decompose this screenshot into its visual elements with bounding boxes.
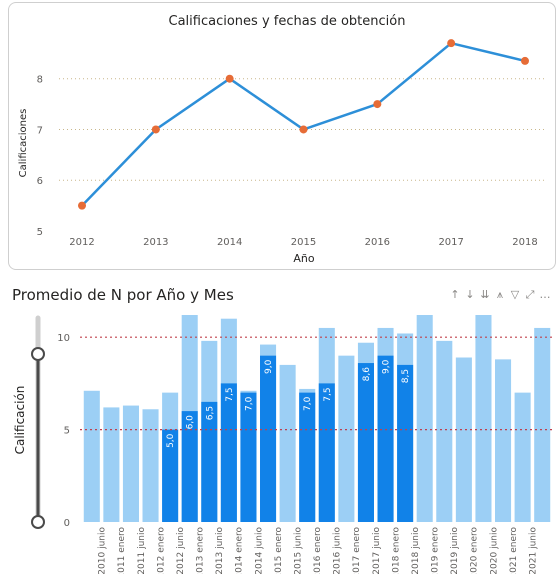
- data-label: 6,0: [186, 415, 196, 430]
- bar-total[interactable]: [103, 407, 120, 522]
- x-axis-title: Año: [293, 252, 314, 265]
- data-label: 7,0: [303, 396, 313, 411]
- y-tick-label: 10: [57, 333, 70, 344]
- line-chart: Calificaciones y fechas de obtención Cal…: [18, 14, 547, 265]
- bar-highlight[interactable]: [260, 355, 277, 522]
- y-tick-label: 5: [64, 426, 70, 437]
- x-tick-label: 2013: [143, 237, 168, 248]
- x-tick-label: 2015 enero: [274, 527, 284, 574]
- x-tick-label: 2015: [291, 237, 316, 248]
- x-tick-label: 2018: [512, 237, 537, 248]
- bar-highlight[interactable]: [357, 363, 374, 522]
- data-label: 9,0: [382, 359, 392, 374]
- x-tick-label: 2014: [217, 237, 242, 248]
- y-tick-label: 8: [37, 75, 43, 86]
- y-tick-label: 6: [37, 176, 43, 187]
- x-tick-label: 2012 enero: [156, 527, 166, 574]
- bar-total[interactable]: [279, 364, 296, 522]
- x-tick-label: 2016 junio: [333, 527, 343, 574]
- bar-total[interactable]: [142, 409, 159, 522]
- bar-total[interactable]: [436, 340, 453, 522]
- bar-chart-title: Promedio de N por Año y Mes: [12, 286, 234, 304]
- focus-icon[interactable]: ⤢: [525, 288, 535, 301]
- x-tick-label: 2020 junio: [489, 527, 499, 574]
- x-tick-label: 2017 enero: [352, 527, 362, 574]
- bar-total[interactable]: [534, 327, 551, 522]
- bar-highlight[interactable]: [220, 383, 237, 522]
- x-tick-label: 2013 junio: [215, 527, 225, 574]
- filter-icon[interactable]: ▽: [510, 288, 520, 301]
- bar-chart-visual: Promedio de N por Año y Mes ↑ ↓ ⇊ ⩚ ▽ ⤢ … Cali…: [0, 280, 557, 574]
- bar-highlight[interactable]: [377, 355, 394, 522]
- x-tick-label: 2018 enero: [391, 527, 401, 574]
- data-label: 8,6: [362, 367, 372, 382]
- bar-total[interactable]: [475, 315, 492, 522]
- zoom-slider-handle-top[interactable]: [31, 347, 45, 361]
- data-label: 6,5: [205, 406, 215, 420]
- x-tick-label: 2010 junio: [98, 527, 108, 574]
- bar-total[interactable]: [416, 315, 433, 522]
- visual-toolbar: ↑ ↓ ⇊ ⩚ ▽ ⤢ …: [449, 288, 551, 302]
- data-label: 5,0: [166, 433, 176, 448]
- data-point[interactable]: [78, 201, 86, 210]
- bar-highlight[interactable]: [201, 401, 218, 522]
- x-tick-label: 2012: [69, 237, 94, 248]
- y-tick-label: 5: [37, 227, 43, 238]
- data-point[interactable]: [299, 125, 308, 134]
- data-label: 7,0: [244, 396, 254, 411]
- x-tick-label: 2013 enero: [196, 527, 206, 574]
- x-tick-label: 2011 enero: [117, 527, 127, 574]
- arrow-down-icon[interactable]: ↓: [465, 288, 475, 301]
- bar-total[interactable]: [122, 405, 139, 522]
- bar-highlight[interactable]: [162, 429, 179, 522]
- x-tick-label: 2012 junio: [176, 527, 186, 574]
- x-tick-label: 2016: [365, 237, 390, 248]
- x-tick-label: 2014 junio: [254, 527, 264, 574]
- data-point[interactable]: [447, 39, 456, 48]
- data-point[interactable]: [521, 56, 529, 65]
- expand-icon[interactable]: ⩚: [496, 288, 504, 301]
- data-label: 7,5: [225, 387, 235, 401]
- series-line: [81, 41, 526, 207]
- bar-highlight[interactable]: [181, 411, 198, 522]
- x-tick-label: 2019 enero: [431, 527, 441, 574]
- line-chart-title: Calificaciones y fechas de obtención: [169, 14, 406, 29]
- x-tick-label: 2021 enero: [509, 527, 519, 574]
- bar-total[interactable]: [514, 392, 531, 522]
- x-tick-label: 2021 junio: [528, 527, 538, 574]
- bar-total[interactable]: [455, 357, 472, 522]
- x-tick-label: 2014 enero: [235, 527, 245, 574]
- arrow-up-icon[interactable]: ↑: [450, 288, 460, 301]
- x-tick-label: 2015 junio: [293, 527, 303, 574]
- bar-highlight[interactable]: [299, 392, 316, 522]
- y-tick-label: 0: [64, 518, 70, 529]
- data-label: 7,5: [323, 387, 333, 401]
- y-tick-label: 7: [37, 125, 43, 136]
- bar-total[interactable]: [338, 355, 355, 522]
- data-point[interactable]: [151, 125, 160, 134]
- x-tick-label: 2017: [438, 237, 463, 248]
- bar-total[interactable]: [83, 390, 100, 522]
- x-tick-label: 2011 junio: [137, 527, 147, 574]
- y-axis-title: Calificación: [13, 386, 27, 455]
- x-tick-label: 2017 junio: [372, 527, 382, 574]
- bar-highlight[interactable]: [240, 392, 257, 522]
- bar-chart: Calificación 0 5 10 5,0 6,0 6,5 7,5 7,0 9,0 7,0 7,…: [13, 315, 555, 574]
- bar-highlight[interactable]: [397, 364, 414, 522]
- y-axis-title: Calificaciones: [18, 109, 29, 178]
- more-icon[interactable]: …: [539, 288, 551, 301]
- x-tick-label: 2020 enero: [470, 527, 480, 574]
- line-chart-card: Calificaciones y fechas de obtención Cal…: [8, 2, 556, 270]
- bar-highlight[interactable]: [318, 383, 335, 522]
- zoom-slider-handle-bottom[interactable]: [31, 515, 45, 529]
- data-label: 9,0: [264, 359, 274, 374]
- x-tick-label: 2019 junio: [450, 527, 460, 574]
- x-tick-label: 2018 junio: [411, 527, 421, 574]
- data-point[interactable]: [373, 100, 382, 109]
- bar-total[interactable]: [495, 359, 512, 522]
- x-tick-label: 2016 enero: [313, 527, 323, 574]
- data-label: 8,5: [401, 369, 411, 383]
- data-point[interactable]: [225, 74, 234, 83]
- drill-down-icon[interactable]: ⇊: [480, 288, 490, 301]
